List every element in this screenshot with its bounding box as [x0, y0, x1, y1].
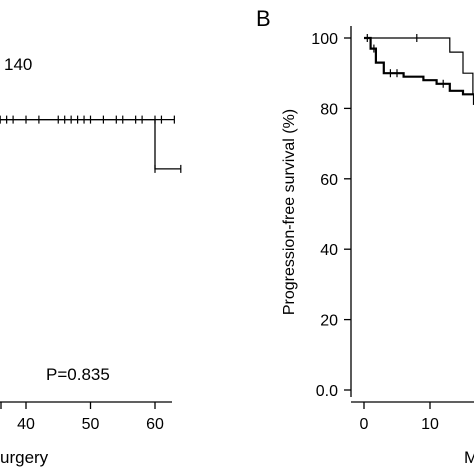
panel-b-y-tick-label-2: 40: [320, 242, 338, 259]
panel-a-x-tick-label-2: 60: [146, 416, 164, 433]
panel-b-curves: [364, 34, 474, 105]
panel-b-x-ticks: 0 10: [360, 402, 439, 433]
panel-b-letter: B: [256, 6, 271, 31]
panel-a-curves: [0, 115, 182, 173]
panel-b-x-tick-label-0: 0: [360, 416, 369, 433]
panel-a-x-tick-label-0: 40: [17, 416, 35, 433]
panel-a-n-label: 140: [4, 55, 32, 74]
panel-a-p-value: P=0.835: [46, 365, 110, 384]
panel-a-x-ticks: 40 50 60: [0, 402, 164, 433]
panel-b-x-tick-label-1: 10: [421, 416, 439, 433]
panel-b-y-tick-label-0: 0.0: [316, 383, 338, 400]
panel-b-y-tick-label-4: 80: [320, 101, 338, 118]
panel-a-x-tick-label-1: 50: [82, 416, 100, 433]
panel-a-curve-1: [0, 118, 181, 170]
panel-b: B 0.0 20 40 60 80 100 0 10 Progression-free su…: [256, 6, 474, 467]
panel-b-y-tick-label-3: 60: [320, 172, 338, 189]
panel-b-y-tick-label-5: 100: [311, 31, 338, 48]
panel-a: 140 40 50 60 P=0.835 urgery: [0, 55, 182, 467]
panel-a-x-axis-label: urgery: [0, 448, 49, 467]
panel-b-curve-0: [364, 37, 474, 105]
panel-b-y-tick-label-1: 20: [320, 313, 338, 330]
panel-b-y-ticks: 0.0 20 40 60 80 100: [311, 31, 351, 400]
panel-b-y-axis-label: Progression-free survival (%): [281, 109, 298, 315]
panel-b-x-axis-label: M: [464, 448, 474, 467]
panel-b-curve-1: [364, 36, 474, 105]
